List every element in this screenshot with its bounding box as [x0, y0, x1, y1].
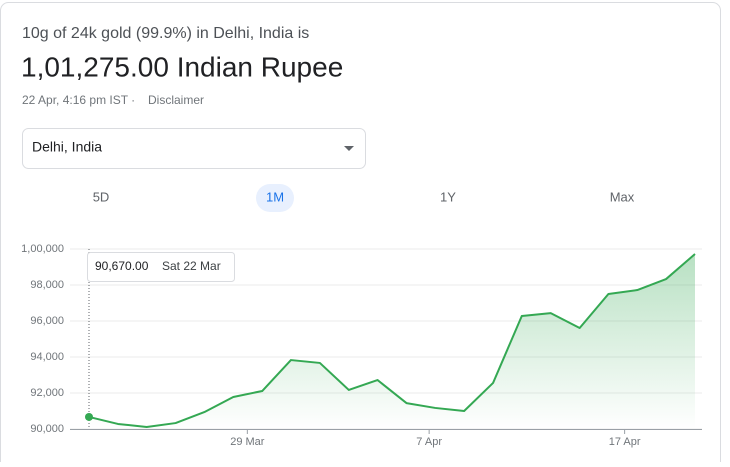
- disclaimer-link[interactable]: Disclaimer: [148, 93, 204, 107]
- price: 1,01,275.00 Indian Rupee: [21, 51, 343, 82]
- price-line: [88, 253, 696, 429]
- x-tick-label: 17 Apr: [609, 436, 641, 448]
- chart: 90,000 92,000 94,000 96,000 98,000 1,00,000 29…: [21, 243, 702, 448]
- range-tabs: 5D 1M 1Y Max: [93, 184, 635, 212]
- tooltip-value: 90,670.00: [95, 259, 149, 273]
- y-tick-label: 94,000: [30, 351, 64, 363]
- tooltip-date: Sat 22 Mar: [162, 259, 221, 273]
- tab-highlight[interactable]: [256, 184, 294, 212]
- y-tick-label: 1,00,000: [21, 243, 64, 255]
- y-tick-label: 90,000: [30, 423, 64, 435]
- range-tab[interactable]: 1M: [266, 189, 284, 204]
- subtitle: 10g of 24k gold (99.9%) in Delhi, India …: [22, 25, 309, 42]
- range-tab[interactable]: 5D: [93, 189, 110, 204]
- tooltip-box: [87, 252, 235, 282]
- range-tab[interactable]: Max: [610, 189, 635, 204]
- dropdown-value[interactable]: Delhi, India: [32, 139, 102, 155]
- y-tick-label: 98,000: [30, 279, 64, 291]
- x-tick-label: 29 Mar: [230, 436, 265, 448]
- hover-point: [85, 412, 93, 421]
- location-dropdown[interactable]: Delhi, India: [22, 128, 366, 169]
- range-tab[interactable]: 1Y: [440, 189, 456, 204]
- area-fill: [89, 254, 695, 429]
- dropdown-box[interactable]: [22, 128, 366, 169]
- y-tick-label: 92,000: [30, 387, 64, 399]
- dropdown-arrow[interactable]: [344, 146, 354, 151]
- x-tick-label: 7 Apr: [416, 436, 442, 448]
- timestamp: 22 Apr, 4:16 pm IST ·: [22, 93, 135, 107]
- y-tick-label: 96,000: [30, 315, 64, 327]
